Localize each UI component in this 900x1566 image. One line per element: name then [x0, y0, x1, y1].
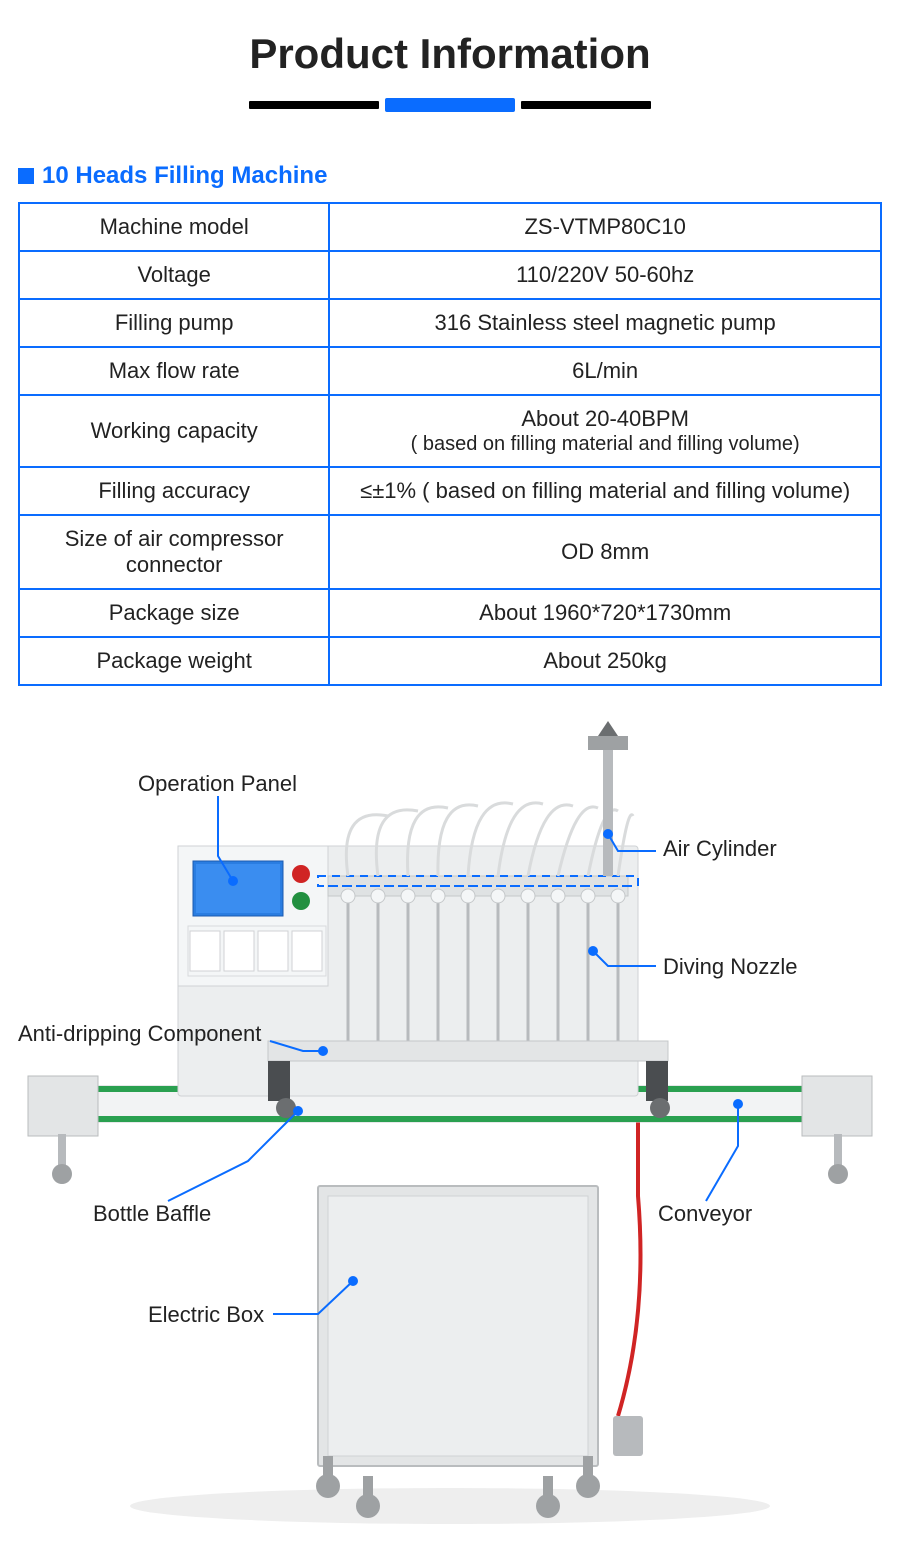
underline-bar-right	[521, 101, 651, 109]
spec-val: 110/220V 50-60hz	[329, 251, 881, 299]
page-title: Product Information	[18, 30, 882, 78]
callout-air-cylinder: Air Cylinder	[663, 836, 777, 862]
table-row: Max flow rate 6L/min	[19, 347, 881, 395]
table-row: Filling pump 316 Stainless steel magneti…	[19, 299, 881, 347]
table-row: Filling accuracy ≤±1% ( based on filling…	[19, 467, 881, 515]
table-row: Size of air compressor connector OD 8mm	[19, 515, 881, 589]
square-bullet-icon	[18, 168, 34, 184]
callout-conveyor: Conveyor	[658, 1201, 752, 1227]
section-heading: 10 Heads Filling Machine	[18, 162, 882, 190]
underline-bar-mid	[385, 98, 515, 112]
spec-key: Filling pump	[19, 299, 329, 347]
spec-val: About 20-40BPM ( based on filling materi…	[329, 395, 881, 467]
spec-val: OD 8mm	[329, 515, 881, 589]
spec-val: ZS-VTMP80C10	[329, 203, 881, 251]
spec-val: 6L/min	[329, 347, 881, 395]
title-underline	[18, 98, 882, 112]
spec-key: Max flow rate	[19, 347, 329, 395]
callout-diving-nozzle: Diving Nozzle	[663, 954, 798, 980]
spec-val: 316 Stainless steel magnetic pump	[329, 299, 881, 347]
title-block: Product Information	[18, 30, 882, 112]
machine-diagram: Operation Panel Air Cylinder Diving Nozz…	[18, 716, 882, 1536]
spec-val: ≤±1% ( based on filling material and fil…	[329, 467, 881, 515]
spec-val-main: About 20-40BPM	[338, 406, 872, 432]
callout-operation-panel: Operation Panel	[138, 771, 297, 797]
table-row: Package size About 1960*720*1730mm	[19, 589, 881, 637]
callout-electric-box: Electric Box	[148, 1302, 264, 1328]
spec-key: Working capacity	[19, 395, 329, 467]
spec-val-sub: ( based on filling material and filling …	[338, 432, 872, 456]
table-row: Package weight About 250kg	[19, 637, 881, 685]
spec-table: Machine model ZS-VTMP80C10 Voltage 110/2…	[18, 202, 882, 686]
callout-bottle-baffle: Bottle Baffle	[93, 1201, 211, 1227]
table-row: Working capacity About 20-40BPM ( based …	[19, 395, 881, 467]
spec-key: Machine model	[19, 203, 329, 251]
table-row: Machine model ZS-VTMP80C10	[19, 203, 881, 251]
spec-key: Package weight	[19, 637, 329, 685]
spec-key: Package size	[19, 589, 329, 637]
underline-bar-left	[249, 101, 379, 109]
section-heading-label: 10 Heads Filling Machine	[42, 162, 327, 190]
callout-anti-dripping: Anti-dripping Component	[18, 1021, 261, 1047]
spec-key: Size of air compressor connector	[19, 515, 329, 589]
spec-key: Filling accuracy	[19, 467, 329, 515]
spec-val: About 1960*720*1730mm	[329, 589, 881, 637]
spec-key: Voltage	[19, 251, 329, 299]
spec-val: About 250kg	[329, 637, 881, 685]
table-row: Voltage 110/220V 50-60hz	[19, 251, 881, 299]
